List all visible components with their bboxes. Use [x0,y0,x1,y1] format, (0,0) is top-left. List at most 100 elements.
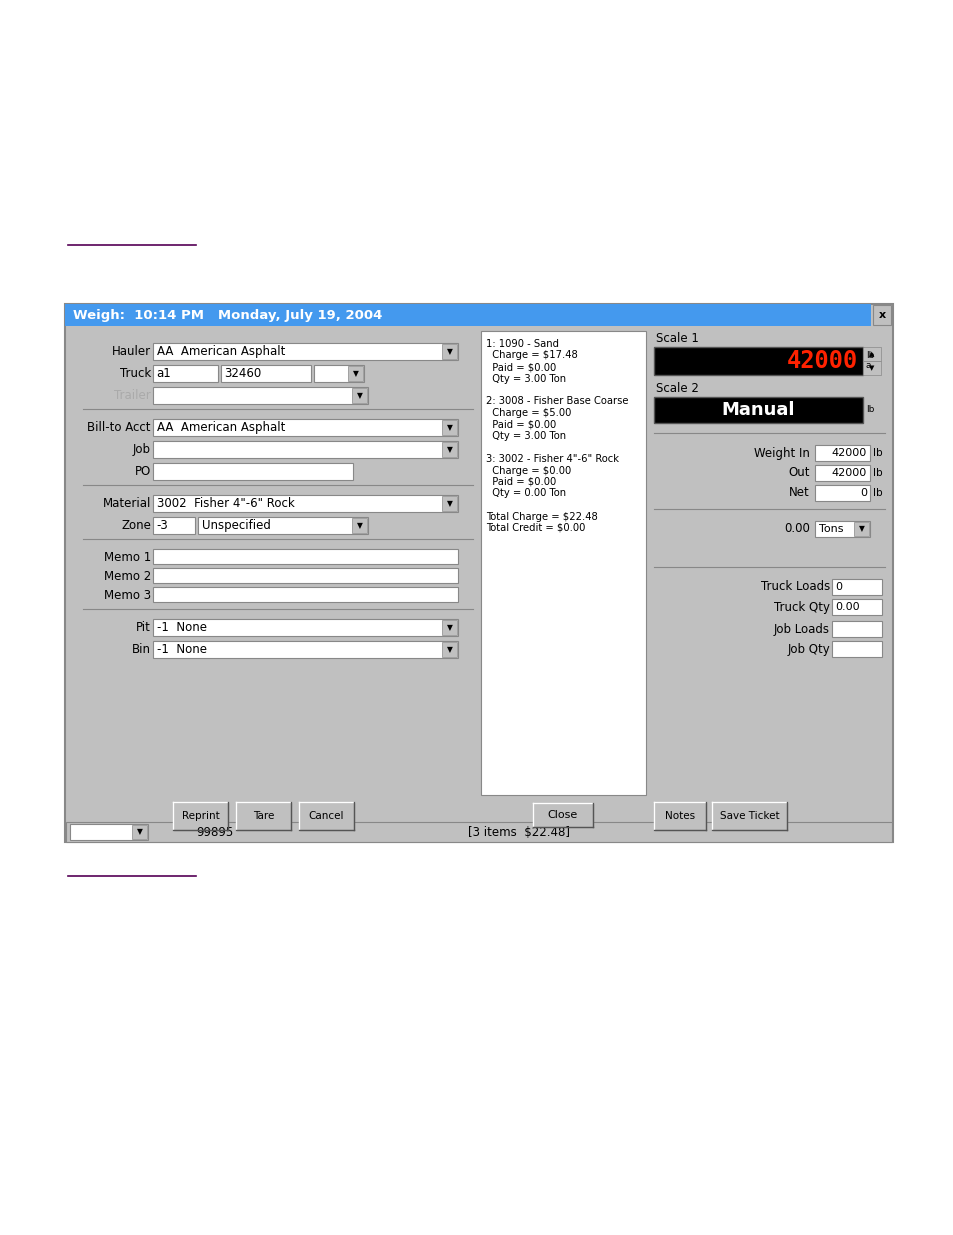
Text: -1  None: -1 None [157,621,207,634]
Text: AA  American Asphalt: AA American Asphalt [157,345,285,358]
Bar [814,521,869,537]
Text: 42000: 42000 [831,448,866,458]
Text: AA  American Asphalt: AA American Asphalt [157,421,285,433]
Text: lb: lb [872,488,882,498]
Text: Memo 1: Memo 1 [104,551,151,564]
Text: Material: Material [103,496,151,510]
Text: Qty = 3.00 Ton: Qty = 3.00 Ton [485,431,565,441]
Bar [70,824,148,840]
Text: Out: Out [788,467,809,479]
Text: Save Ticket: Save Ticket [719,811,779,821]
Text: ▼: ▼ [356,521,362,530]
Text: 32460: 32460 [224,367,261,380]
Text: ▼: ▼ [447,645,453,655]
Bar [352,517,367,534]
Text: Paid = $0.00: Paid = $0.00 [485,420,556,430]
Bar [65,304,870,326]
Text: Trailer: Trailer [114,389,151,403]
Text: 42000: 42000 [786,350,857,373]
Bar [862,347,880,361]
Bar [831,599,882,615]
Text: Notes: Notes [664,811,695,821]
Text: Total Credit = $0.00: Total Credit = $0.00 [485,522,585,534]
Text: ▼: ▼ [356,391,362,400]
Text: 1: 1090 - Sand: 1: 1090 - Sand [485,338,558,350]
Bar [862,361,880,375]
Bar [152,619,457,636]
Bar [152,441,457,458]
Text: Bill-to Acct: Bill-to Acct [88,421,151,433]
Bar [352,388,367,403]
Text: ▼: ▼ [447,424,453,432]
Bar [654,347,862,375]
Text: [3 items  $22.48]: [3 items $22.48] [468,825,569,839]
Bar [441,496,456,511]
Text: Reprint: Reprint [181,811,219,821]
Text: lb: lb [872,448,882,458]
Bar [65,304,892,842]
Text: Hauler: Hauler [112,345,151,358]
Text: Charge = $17.48: Charge = $17.48 [485,351,578,361]
Text: Tons: Tons [818,524,842,534]
Text: a1: a1 [156,367,171,380]
Text: ▲: ▲ [868,351,874,357]
Bar [480,331,645,795]
Bar [235,802,291,830]
Text: Truck Qty: Truck Qty [773,600,829,614]
Text: 3: 3002 - Fisher 4"-6" Rock: 3: 3002 - Fisher 4"-6" Rock [485,454,618,464]
Text: Job Qty: Job Qty [786,642,829,656]
Bar [814,485,869,501]
Bar [853,522,868,536]
Text: Memo 2: Memo 2 [104,571,151,583]
Bar [152,495,457,513]
Bar [814,466,869,480]
Bar [814,445,869,461]
Text: 0: 0 [834,582,841,592]
Text: Close: Close [547,810,578,820]
Bar [831,579,882,595]
Bar [152,419,457,436]
Bar [711,802,786,830]
Text: Scale 1: Scale 1 [656,332,699,346]
Text: Unspecified: Unspecified [202,519,271,532]
Text: lb: lb [872,468,882,478]
Text: Weight In: Weight In [753,447,809,459]
Bar [152,587,457,601]
Text: Cancel: Cancel [309,811,344,821]
Text: Tare: Tare [253,811,274,821]
Bar [831,641,882,657]
Text: 0.00: 0.00 [783,522,809,536]
Text: ▼: ▼ [868,366,874,370]
Bar [533,803,593,827]
Text: ▼: ▼ [447,347,453,356]
Text: 0.00: 0.00 [834,601,859,613]
Bar [132,825,147,839]
Text: ▼: ▼ [858,525,864,534]
Bar [872,305,890,325]
Bar [441,345,456,359]
Text: Manual: Manual [721,401,795,419]
Bar [152,366,218,382]
Bar [152,463,353,480]
Bar [831,621,882,637]
Bar [221,366,311,382]
Text: Paid = $0.00: Paid = $0.00 [485,477,556,487]
Bar [441,442,456,457]
Text: Scale 2: Scale 2 [656,382,699,394]
Text: Zone: Zone [121,519,151,532]
Text: 2: 3008 - Fisher Base Coarse: 2: 3008 - Fisher Base Coarse [485,396,628,406]
Text: Pit: Pit [136,621,151,634]
Text: a: a [865,361,871,370]
Text: Job: Job [132,443,151,456]
Bar [152,387,368,404]
Bar [66,823,891,842]
Bar [314,366,364,382]
Text: -1  None: -1 None [157,643,207,656]
Text: Truck: Truck [120,367,151,380]
Text: ▼: ▼ [353,369,358,378]
Text: lb: lb [865,405,874,415]
Text: Qty = 0.00 Ton: Qty = 0.00 Ton [485,489,565,499]
Bar [441,420,456,435]
Text: Charge = $5.00: Charge = $5.00 [485,408,571,417]
Text: -3: -3 [156,519,168,532]
